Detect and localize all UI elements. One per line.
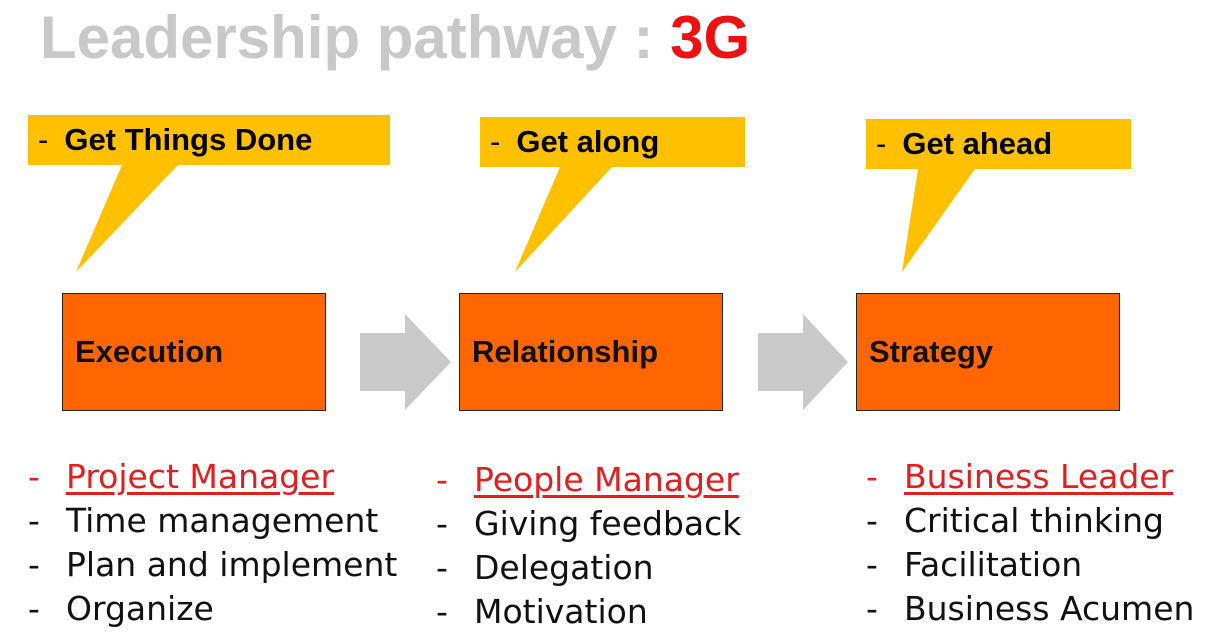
- list-execution: - Project Manager - Time management - Plan …: [28, 455, 397, 631]
- callout-get-things-done: - Get Things Done: [38, 122, 313, 157]
- list-relationship: - People Manager - Giving feedback - Delega…: [436, 458, 741, 634]
- callout-get-along: - Get along: [490, 124, 660, 159]
- title-accent: 3G: [670, 4, 751, 71]
- page-title: Leadership pathway : 3G: [40, 2, 750, 74]
- stage-label: Strategy: [869, 334, 994, 369]
- callout-get-ahead: - Get ahead: [876, 126, 1053, 161]
- arrow-relationship-to-strategy: [758, 314, 848, 410]
- callout-label: Get Things Done: [64, 122, 313, 157]
- list-item: - Business Acumen: [866, 589, 1195, 628]
- stage-label: Relationship: [472, 334, 659, 369]
- callout-label: Get ahead: [902, 126, 1053, 161]
- arrow-execution-to-relationship: [360, 314, 451, 410]
- list-item: - Organize: [28, 589, 214, 628]
- list-item: - Critical thinking: [866, 501, 1164, 540]
- callout-shape-get-along: [480, 117, 745, 272]
- list-strategy: - Business Leader - Critical thinking - Fac…: [866, 455, 1194, 631]
- callout-shape-get-ahead: [866, 119, 1131, 272]
- list-item-heading: - Business Leader: [866, 457, 1174, 496]
- stage-strategy: Strategy: [856, 293, 1120, 411]
- list-item: - Time management: [28, 501, 379, 540]
- list-item: - Delegation: [436, 548, 654, 587]
- stage-execution: Execution: [62, 293, 326, 411]
- list-item: - Plan and implement: [28, 545, 398, 584]
- list-item-heading: - People Manager: [436, 460, 739, 499]
- title-text: Leadership pathway :: [40, 4, 671, 71]
- callout-label: Get along: [516, 124, 660, 159]
- list-item: - Giving feedback: [436, 504, 742, 543]
- list-item: - Motivation: [436, 592, 648, 631]
- stage-label: Execution: [75, 334, 224, 369]
- list-item-heading: - Project Manager: [28, 457, 335, 496]
- list-item: - Facilitation: [866, 545, 1083, 584]
- callout-shape-get-things-done: [28, 115, 390, 272]
- stage-relationship: Relationship: [459, 293, 723, 411]
